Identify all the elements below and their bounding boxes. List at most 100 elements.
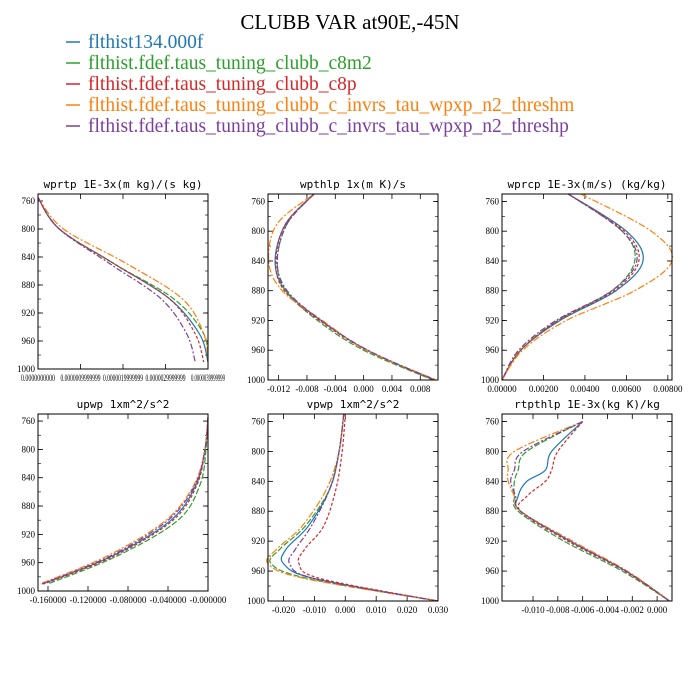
y-tick-label: 880 (22, 280, 36, 290)
x-tick-label: 0.008 (410, 384, 431, 394)
x-tick-label: -0.012 (267, 384, 290, 394)
x-tick-label: -0.020 (272, 605, 296, 615)
y-tick-label: 920 (486, 536, 500, 546)
series-line-3 (275, 193, 435, 381)
panel-1: wprtp 1E-3x(m kg)/(s kg) 760 800 840 880 920 9… (17, 178, 225, 383)
x-tick-label: -0.004 (596, 605, 620, 615)
series-line-2 (47, 417, 209, 585)
figure-title: CLUBB VAR at90E,-45N (240, 10, 459, 34)
y-tick-label: 800 (252, 226, 266, 236)
legend-entry-0: flthist134.000f (88, 32, 204, 53)
x-tick-label: 0.000 (354, 384, 375, 394)
y-tick-label: 840 (486, 476, 500, 486)
series-line-3 (37, 197, 205, 363)
y-tick-label: 840 (22, 252, 36, 262)
panel-title: wpthlp 1x(m K)/s (300, 178, 406, 191)
y-tick-label: 880 (252, 506, 266, 516)
plot-frame (267, 413, 439, 602)
x-tick-label: -0.000000 (190, 595, 227, 605)
series-line-2 (501, 193, 636, 381)
series-line-4 (506, 420, 670, 602)
x-tick-label: -0.008 (546, 605, 570, 615)
x-tick-label: 0.00800 (653, 384, 683, 394)
x-tick-label: -0.040000 (150, 595, 187, 605)
series-line-2 (276, 193, 434, 381)
series-line-4 (501, 193, 674, 381)
series-line-4 (267, 193, 437, 381)
x-tick-label: 0.000 (335, 605, 356, 615)
legend-entry-2: flthist.fdef.taus_tuning_clubb_c8p (88, 74, 357, 95)
x-tick-label: -0.010 (521, 605, 545, 615)
x-tick-label: 0.00200 (529, 384, 559, 394)
plot-frame (37, 413, 209, 592)
y-tick-label: 760 (22, 196, 36, 206)
y-tick-label: 800 (22, 444, 36, 454)
x-tick-label: -0.006 (571, 605, 595, 615)
x-tick-label: -0.080000 (110, 595, 147, 605)
panels: wprtp 1E-3x(m kg)/(s kg) 760 800 840 880 920 9… (17, 178, 683, 615)
series-line-5 (276, 193, 436, 381)
y-tick-label: 960 (252, 566, 266, 576)
y-tick-label: 1000 (481, 375, 500, 385)
y-tick-label: 960 (22, 336, 36, 346)
panel-2: wpthlp 1x(m K)/s7608008408809209601000-0… (247, 178, 439, 394)
series-line-4 (39, 417, 209, 585)
legend-entry-4: flthist.fdef.taus_tuning_clubb_c_invrs_t… (88, 116, 569, 137)
series-line-4 (37, 197, 209, 363)
panel-title: wprcp 1E-3x(m/s) (kg/kg) (508, 178, 667, 191)
x-tick-label: 0.030 (428, 605, 449, 615)
y-tick-label: 920 (486, 315, 500, 325)
panel-4: upwp 1xm^2/s^27608008408809209601000-0.1… (17, 398, 227, 605)
y-tick-label: 800 (486, 226, 500, 236)
x-tick-label: 0.00600 (612, 384, 642, 394)
y-tick-label: 1000 (247, 375, 266, 385)
x-tick-label: -0.004 (324, 384, 348, 394)
series-line-5 (37, 197, 196, 363)
y-tick-label: 800 (486, 446, 500, 456)
y-tick-label: 880 (486, 506, 500, 516)
y-tick-label: 920 (22, 529, 36, 539)
y-tick-label: 1000 (481, 596, 500, 606)
series-line-3 (517, 421, 670, 602)
x-tick-label: -0.002 (621, 605, 644, 615)
panel-title: vpwp 1xm^2/s^2 (307, 398, 400, 411)
x-tick-label: 0.004 (382, 384, 403, 394)
y-tick-label: 800 (22, 224, 36, 234)
y-tick-label: 760 (252, 416, 266, 426)
y-tick-label: 840 (252, 256, 266, 266)
x-tick-label: 0.0000029999999 (146, 373, 186, 383)
y-tick-label: 1000 (17, 364, 36, 374)
x-tick-label: 0.0000000000 (21, 373, 55, 383)
y-tick-label: 840 (486, 256, 500, 266)
y-tick-label: 960 (22, 558, 36, 568)
x-tick-label: 0.010 (366, 605, 387, 615)
panel-5: vpwp 1xm^2/s^2 760 800 840 880 920 960 1000 -0.0… (247, 398, 449, 615)
x-tick-label: -0.120000 (70, 595, 107, 605)
y-tick-label: 880 (486, 286, 500, 296)
x-tick-label: 0.000 (647, 605, 668, 615)
series-line-2 (512, 420, 670, 602)
series-line-5 (510, 420, 670, 602)
plot-frame (501, 413, 673, 602)
series-line-1 (37, 197, 209, 363)
x-tick-label: -0.010 (303, 605, 327, 615)
y-tick-label: 960 (486, 566, 500, 576)
y-tick-label: 920 (22, 308, 36, 318)
series-line-3 (43, 417, 209, 585)
y-tick-label: 920 (252, 536, 266, 546)
y-tick-label: 880 (252, 286, 266, 296)
y-tick-label: 1000 (17, 586, 36, 596)
y-tick-label: 960 (252, 345, 266, 355)
y-tick-label: 800 (252, 446, 266, 456)
series-line-3 (297, 413, 439, 602)
series-line-1 (274, 193, 435, 381)
plot-frame (267, 193, 439, 381)
y-tick-label: 760 (486, 416, 500, 426)
y-tick-label: 760 (22, 416, 36, 426)
panel-6: rtpthlp 1E-3x(kg K)/kg 760 800 840 880 920 960… (481, 398, 673, 615)
x-tick-label: 0.0000019999999 (103, 373, 143, 383)
y-tick-label: 1000 (247, 596, 266, 606)
panel-title: upwp 1xm^2/s^2 (77, 398, 170, 411)
y-tick-label: 960 (486, 345, 500, 355)
